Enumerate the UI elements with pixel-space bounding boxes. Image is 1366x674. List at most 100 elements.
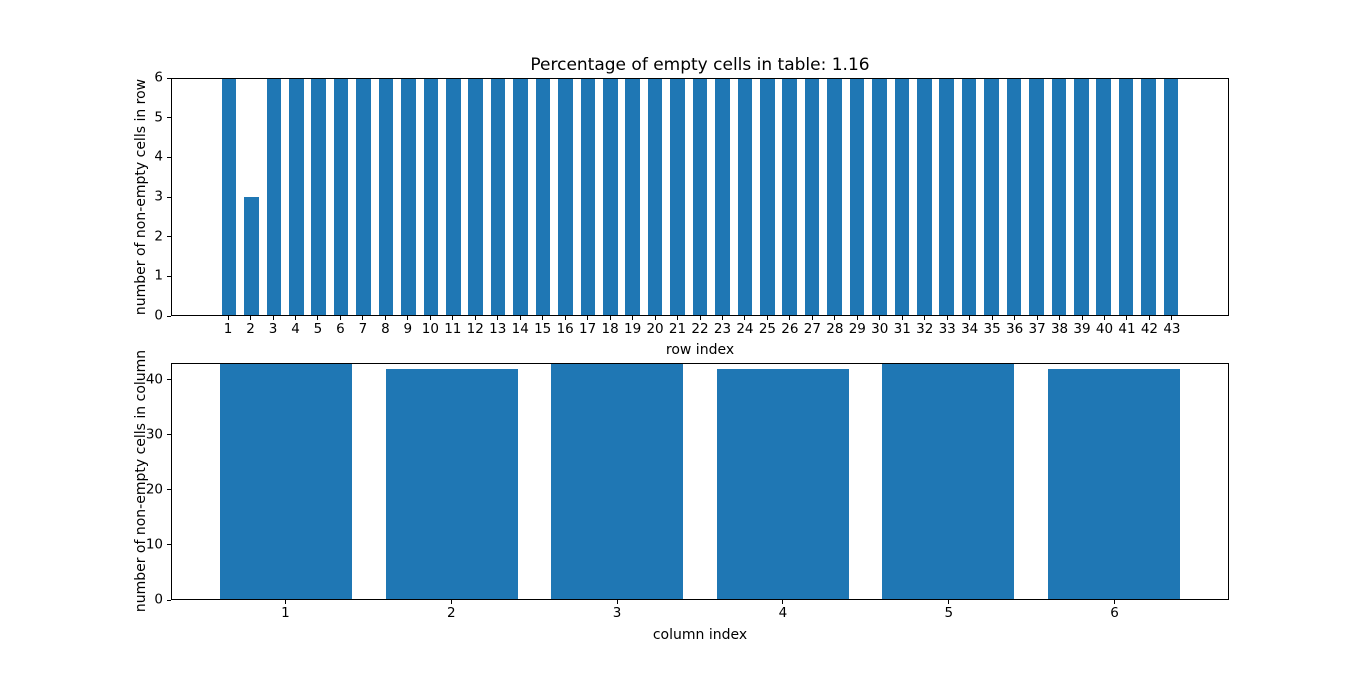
- bar: [1141, 79, 1156, 315]
- x-tick: [856, 316, 858, 320]
- y-tick-label: 5: [154, 109, 163, 126]
- x-tick: [407, 316, 409, 320]
- x-tick: [339, 316, 341, 320]
- y-tick: [167, 379, 171, 381]
- bar: [715, 79, 730, 315]
- bar: [872, 79, 887, 315]
- x-tick: [991, 316, 993, 320]
- y-tick-label: 3: [154, 188, 163, 205]
- x-tick: [250, 316, 252, 320]
- bar: [490, 79, 506, 315]
- y-tick-label: 2: [154, 228, 163, 245]
- x-tick-label: 1: [281, 605, 290, 621]
- bar: [311, 79, 326, 315]
- bar: [1163, 79, 1179, 315]
- x-tick-label: 10: [421, 321, 439, 337]
- bar: [894, 79, 910, 315]
- x-tick-label: 4: [778, 605, 788, 621]
- x-tick-label: 42: [1140, 321, 1159, 337]
- x-tick: [969, 316, 971, 320]
- x-tick: [384, 316, 386, 320]
- x-tick-label: 30: [871, 321, 889, 337]
- bar: [580, 79, 596, 315]
- column-x-axis-label: column index: [652, 627, 748, 643]
- x-tick: [1014, 316, 1016, 320]
- x-tick-label: 18: [601, 321, 619, 337]
- y-tick-label: 10: [145, 536, 163, 553]
- x-tick-label: 32: [916, 321, 934, 337]
- x-tick-label: 11: [444, 321, 462, 337]
- x-tick: [362, 316, 364, 320]
- bar: [558, 79, 573, 315]
- x-tick: [272, 316, 274, 320]
- bar: [356, 79, 371, 315]
- x-tick: [1171, 316, 1173, 320]
- x-tick: [699, 316, 701, 320]
- x-tick: [744, 316, 746, 320]
- x-tick: [1059, 316, 1061, 320]
- x-tick: [1104, 316, 1105, 320]
- bar: [670, 79, 685, 315]
- x-tick-label: 21: [668, 321, 687, 337]
- x-tick-label: 4: [291, 321, 300, 337]
- x-tick-label: 6: [1110, 605, 1119, 621]
- x-tick: [834, 316, 836, 320]
- x-tick-label: 27: [803, 321, 821, 337]
- x-tick-label: 3: [612, 605, 622, 621]
- x-tick-label: 26: [781, 321, 799, 337]
- y-tick-label: 40: [145, 371, 163, 388]
- bar: [1096, 79, 1112, 315]
- y-tick: [167, 489, 171, 491]
- x-tick: [677, 316, 679, 320]
- bar: [1074, 79, 1089, 315]
- bar: [647, 79, 663, 315]
- y-tick-label: 4: [154, 148, 163, 165]
- bar: [333, 79, 349, 315]
- x-tick: [429, 316, 431, 320]
- x-tick: [1148, 316, 1150, 320]
- bar: [917, 79, 932, 315]
- x-tick: [284, 600, 286, 604]
- x-tick-label: 7: [358, 321, 368, 337]
- x-tick-label: 35: [983, 321, 1001, 337]
- x-tick: [1081, 316, 1083, 320]
- bar: [782, 79, 797, 315]
- x-tick: [294, 316, 296, 320]
- bar: [625, 79, 640, 315]
- bar: [804, 79, 820, 315]
- bar: [220, 364, 353, 599]
- bar: [385, 369, 518, 599]
- x-tick: [789, 316, 791, 320]
- y-tick-label: 30: [145, 426, 163, 443]
- bar: [602, 79, 618, 315]
- x-tick-label: 31: [893, 321, 911, 337]
- x-tick-label: 22: [691, 321, 709, 337]
- x-tick-label: 20: [646, 321, 664, 337]
- bar: [692, 79, 708, 315]
- x-tick: [474, 316, 476, 320]
- x-tick: [924, 316, 926, 320]
- y-tick: [167, 77, 171, 79]
- bar: [445, 79, 461, 315]
- y-tick: [167, 599, 171, 601]
- x-tick: [452, 316, 454, 320]
- row-x-axis-label: row index: [665, 342, 735, 358]
- x-tick: [450, 600, 452, 604]
- x-tick-label: 24: [736, 321, 754, 337]
- x-tick-label: 17: [579, 321, 597, 337]
- bar: [1118, 79, 1134, 315]
- bar: [266, 79, 282, 315]
- bar: [1047, 369, 1180, 599]
- column-plot-area: [171, 363, 1229, 600]
- x-tick: [609, 316, 611, 320]
- y-tick-label: 0: [154, 307, 163, 324]
- x-tick: [948, 600, 950, 604]
- x-tick-label: 16: [556, 321, 574, 337]
- x-tick-label: 25: [758, 321, 776, 337]
- bar: [221, 79, 237, 315]
- y-tick: [167, 275, 171, 277]
- y-tick: [167, 544, 171, 546]
- x-tick-label: 39: [1073, 321, 1091, 337]
- x-tick-label: 19: [623, 321, 642, 337]
